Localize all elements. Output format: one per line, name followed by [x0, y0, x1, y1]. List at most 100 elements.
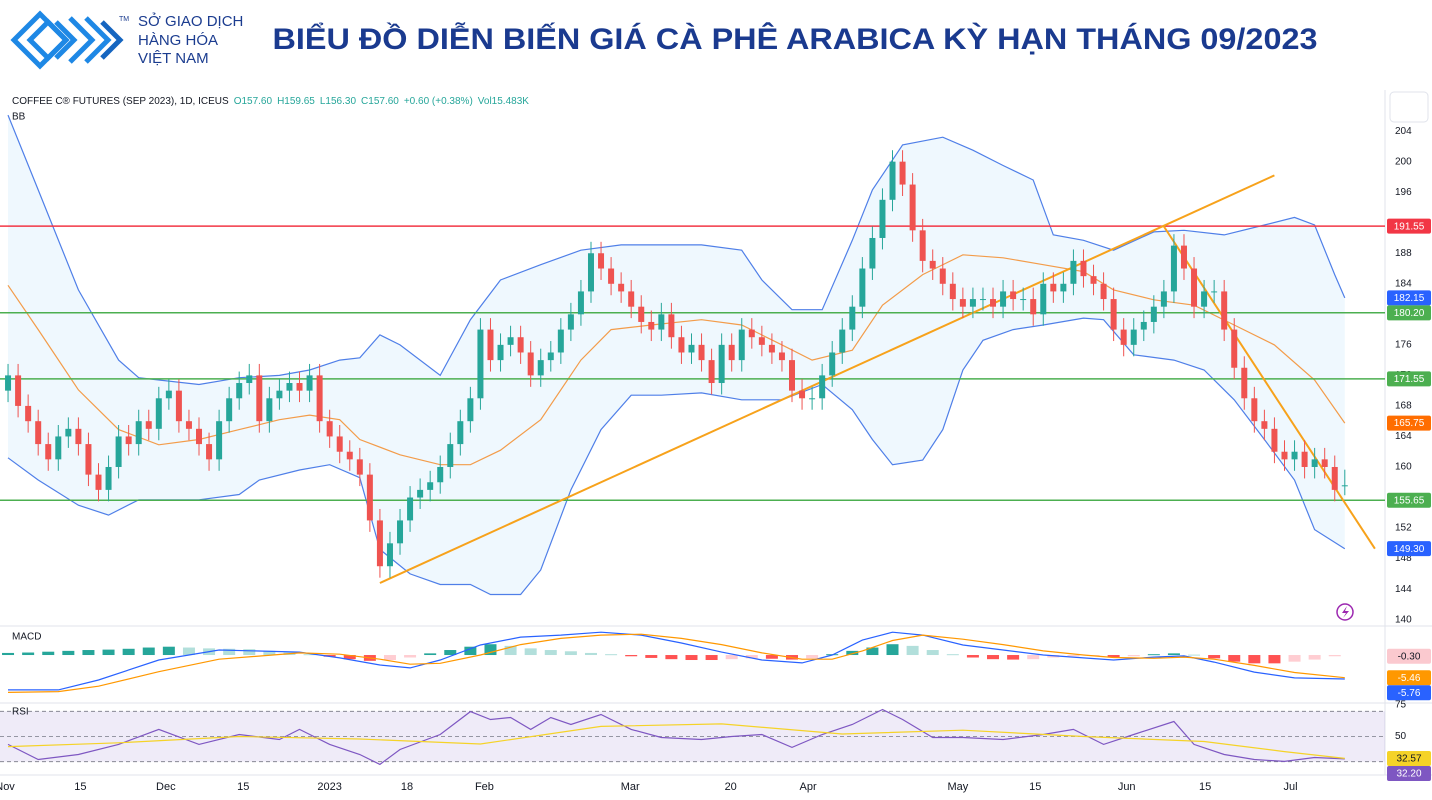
candle-body — [45, 444, 52, 460]
histogram-bar — [444, 650, 457, 656]
trend-line — [1163, 225, 1376, 550]
price-tag-label: -0.30 — [1398, 651, 1421, 662]
histogram-bar — [484, 644, 497, 656]
y-tick-label: 204 — [1395, 126, 1412, 137]
candle-body — [226, 398, 233, 422]
candle-body — [1020, 299, 1027, 301]
candle-body — [678, 337, 685, 353]
candle-body — [979, 299, 986, 301]
logo-text: HÀNG HÓA — [138, 32, 218, 49]
candle-body — [467, 398, 474, 422]
candle-body — [417, 489, 424, 498]
candle-body — [296, 383, 303, 391]
histogram-bar — [725, 655, 738, 660]
candle-body — [1301, 451, 1308, 467]
histogram-bar — [122, 648, 135, 656]
candle-body — [527, 352, 534, 376]
candle-body — [768, 344, 775, 353]
candle-body — [728, 344, 735, 361]
histogram-bar — [1288, 655, 1301, 662]
histogram-bar — [605, 654, 618, 656]
histogram-bar — [22, 652, 35, 656]
histogram-bar — [665, 655, 678, 660]
y-tick-label: 200 — [1395, 156, 1412, 167]
logo-trademark: TM — [119, 16, 129, 23]
price-tag — [1387, 685, 1431, 701]
candle-body — [346, 451, 353, 460]
x-tick-label: 15 — [1029, 781, 1041, 793]
candle-body — [1060, 283, 1067, 292]
histogram-bar — [1067, 655, 1080, 657]
histogram-bar — [303, 654, 316, 656]
logo-text: SỞ GIAO DỊCH — [138, 12, 243, 30]
price-tag — [1387, 290, 1431, 306]
candle-body — [939, 268, 946, 284]
settings-button[interactable] — [1389, 91, 1429, 123]
candle-body — [517, 337, 524, 353]
candle-body — [206, 444, 213, 460]
candle-body — [246, 375, 253, 384]
candle-body — [1080, 260, 1087, 277]
y-tick-label: 176 — [1395, 339, 1412, 350]
price-tag — [1387, 670, 1431, 686]
x-tick-label: Dec — [156, 781, 176, 793]
histogram-bar — [906, 645, 919, 656]
macd-line — [8, 631, 1345, 691]
candle-body — [859, 268, 866, 307]
candle-body — [799, 390, 806, 399]
candle-body — [748, 329, 755, 338]
candle-body — [839, 329, 846, 353]
price-tag — [1387, 648, 1431, 664]
panel — [2, 631, 1345, 693]
histogram-bar — [2, 652, 15, 656]
legend-value: Vol15.483K — [478, 96, 529, 107]
price-tag-label: 149.30 — [1394, 544, 1425, 555]
candle-body — [1010, 291, 1017, 300]
candle-body — [457, 421, 464, 445]
candle-body — [35, 421, 42, 445]
price-tag — [1387, 750, 1431, 766]
candle-body — [849, 306, 856, 330]
y-tick-label: 196 — [1395, 187, 1412, 198]
legend: COFFEE C® FUTURES (SEP 2023), 1D, ICEUS O… — [12, 96, 529, 107]
x-tick-label: Feb — [475, 781, 494, 793]
histogram-bar — [42, 651, 55, 656]
candle-body — [256, 375, 263, 422]
alert-icon[interactable] — [1336, 603, 1354, 621]
panel — [0, 708, 1385, 766]
price-tag — [1387, 492, 1431, 508]
y-tick-label: 168 — [1395, 401, 1412, 412]
y-tick-label: 148 — [1395, 553, 1412, 564]
page-title: BIỂU ĐỒ DIỄN BIẾN GIÁ CÀ PHÊ ARABICA KỲ … — [273, 22, 1318, 56]
candle-body — [969, 299, 976, 307]
histogram-bar — [645, 655, 658, 658]
histogram-bar — [866, 647, 879, 656]
candle-body — [336, 436, 343, 452]
candle-body — [507, 337, 514, 345]
candle-body — [185, 421, 192, 429]
legend-value: H159.65 — [277, 96, 315, 107]
x-tick-label: Jun — [1118, 781, 1136, 793]
candle-body — [638, 306, 645, 322]
candle-body — [1140, 321, 1147, 330]
x-tick-label: 18 — [401, 781, 413, 793]
histogram-bar — [806, 655, 819, 659]
candle-body — [1090, 276, 1097, 284]
histogram-bar — [62, 650, 75, 656]
candle-body — [879, 199, 886, 238]
price-tag-label: 165.75 — [1394, 418, 1425, 429]
candle-body — [1261, 421, 1268, 429]
macd-line — [7, 633, 1345, 693]
histogram-bar — [1308, 655, 1321, 660]
histogram-bar — [1188, 654, 1201, 656]
x-tick-label: Nov — [0, 781, 15, 793]
histogram-bar — [584, 652, 597, 656]
histogram-bar — [544, 650, 557, 656]
candle-body — [738, 329, 745, 361]
candle-body — [427, 482, 434, 490]
candle-body — [899, 161, 906, 185]
candle-body — [105, 466, 112, 490]
candle-body — [1231, 329, 1238, 368]
candle-body — [1040, 283, 1047, 315]
